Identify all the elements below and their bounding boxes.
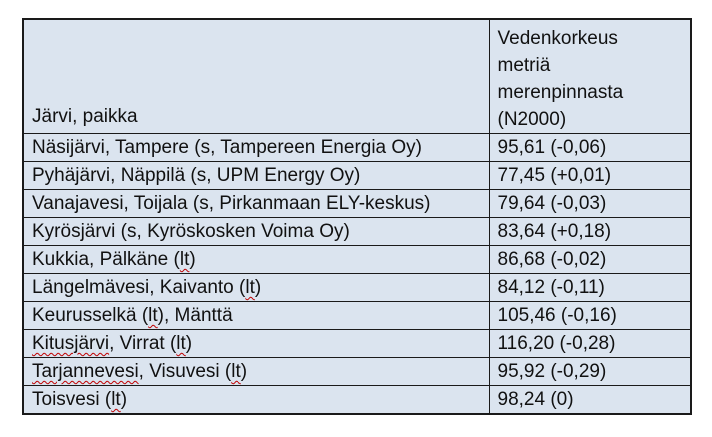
misspelled-text: lt (231, 361, 241, 382)
table-row: Keurusselkä (lt), Mänttä 105,46 (-0,16) (22, 301, 692, 330)
misspelled-text: lt (111, 389, 121, 410)
place-text: Kukkia, Pälkäne ( (32, 249, 180, 270)
place-text: ) (240, 361, 248, 382)
place-text: Näsijärvi, Tampere (s, Tampereen Energia… (32, 137, 423, 158)
water-level-cell: 105,46 (-0,16) (488, 301, 692, 330)
lake-place-cell: Kukkia, Pälkäne (lt) (22, 245, 490, 274)
table-row: Toisvesi (lt) 98,24 (0) (22, 385, 692, 415)
header-level-line-1: Vedenkorkeus (497, 28, 618, 49)
header-row: Järvi, paikka Vedenkorkeus metriä merenp… (22, 18, 692, 134)
lake-place-cell: Tarjannevesi, Visuvesi (lt) (22, 357, 490, 386)
table-row: Vanajavesi, Toijala (s, Pirkanmaan ELY-k… (22, 189, 692, 218)
place-text: Kyrösjärvi (s, Kyröskosken Voima Oy) (32, 221, 350, 242)
header-place-label: Järvi, paikka (32, 106, 138, 127)
water-level-cell: 95,92 (-0,29) (488, 357, 692, 386)
water-level-cell: 84,12 (-0,11) (488, 273, 692, 302)
place-text: ) (120, 389, 128, 410)
table-row: Pyhäjärvi, Näppilä (s, UPM Energy Oy) 77,… (22, 161, 692, 190)
place-text: ) (185, 333, 193, 354)
water-level-cell: 77,45 (+0,01) (488, 161, 692, 190)
table-row: Näsijärvi, Tampere (s, Tampereen Energia… (22, 133, 692, 162)
misspelled-text: lt (176, 333, 186, 354)
water-level-cell: 98,24 (0) (488, 385, 692, 415)
table-row: Kyrösjärvi (s, Kyröskosken Voima Oy) 83,6… (22, 217, 692, 246)
place-text: ), Mänttä (157, 305, 233, 326)
table-row: Tarjannevesi, Visuvesi (lt) 95,92 (-0,29) (22, 357, 692, 386)
water-level-cell: 79,64 (-0,03) (488, 189, 692, 218)
misspelled-text: lt (245, 277, 255, 298)
water-level-table: Järvi, paikka Vedenkorkeus metriä merenp… (22, 18, 692, 415)
place-text: , Visuvesi ( (138, 361, 232, 382)
lake-place-cell: Kyrösjärvi (s, Kyröskosken Voima Oy) (22, 217, 490, 246)
place-text: ) (189, 249, 196, 270)
misspelled-text: lt (148, 305, 158, 326)
place-text: Keurusselkä ( (32, 305, 149, 326)
water-level-cell: 116,20 (-0,28) (488, 329, 692, 358)
header-cell-level: Vedenkorkeus metriä merenpinnasta (N2000… (488, 18, 692, 134)
lake-place-cell: Längelmävesi, Kaivanto (lt) (22, 273, 490, 302)
lake-place-cell: Pyhäjärvi, Näppilä (s, UPM Energy Oy) (22, 161, 490, 190)
table-row: Kukkia, Pälkäne (lt) 86,68 (-0,02) (22, 245, 692, 274)
header-level-line-2: metriä (497, 55, 551, 76)
water-level-cell: 86,68 (-0,02) (488, 245, 692, 274)
place-text: Längelmävesi, Kaivanto ( (32, 277, 246, 298)
water-level-cell: 95,61 (-0,06) (488, 133, 692, 162)
misspelled-text: Kitusjärvi (32, 333, 110, 354)
table-row: Längelmävesi, Kaivanto (lt) 84,12 (-0,11) (22, 273, 692, 302)
place-text: Vanajavesi, Toijala (s, Pirkanmaan ELY-k… (32, 193, 431, 214)
lake-place-cell: Kitusjärvi, Virrat (lt) (22, 329, 490, 358)
header-cell-place: Järvi, paikka (22, 18, 490, 134)
place-text: ) (254, 277, 262, 298)
misspelled-text: Tarjannevesi (32, 361, 139, 382)
header-level-line-3: merenpinnasta (497, 82, 624, 103)
place-text: , Virrat ( (109, 333, 177, 354)
lake-place-cell: Toisvesi (lt) (22, 385, 490, 415)
lake-place-cell: Keurusselkä (lt), Mänttä (22, 301, 490, 330)
place-text: Toisvesi ( (32, 389, 112, 410)
header-level-line-4: (N2000) (497, 109, 567, 130)
lake-place-cell: Näsijärvi, Tampere (s, Tampereen Energia… (22, 133, 490, 162)
water-level-cell: 83,64 (+0,18) (488, 217, 692, 246)
place-text: Pyhäjärvi, Näppilä (s, UPM Energy Oy) (32, 165, 361, 186)
misspelled-text: lt (179, 249, 190, 270)
lake-place-cell: Vanajavesi, Toijala (s, Pirkanmaan ELY-k… (22, 189, 490, 218)
table-row: Kitusjärvi, Virrat (lt) 116,20 (-0,28) (22, 329, 692, 358)
